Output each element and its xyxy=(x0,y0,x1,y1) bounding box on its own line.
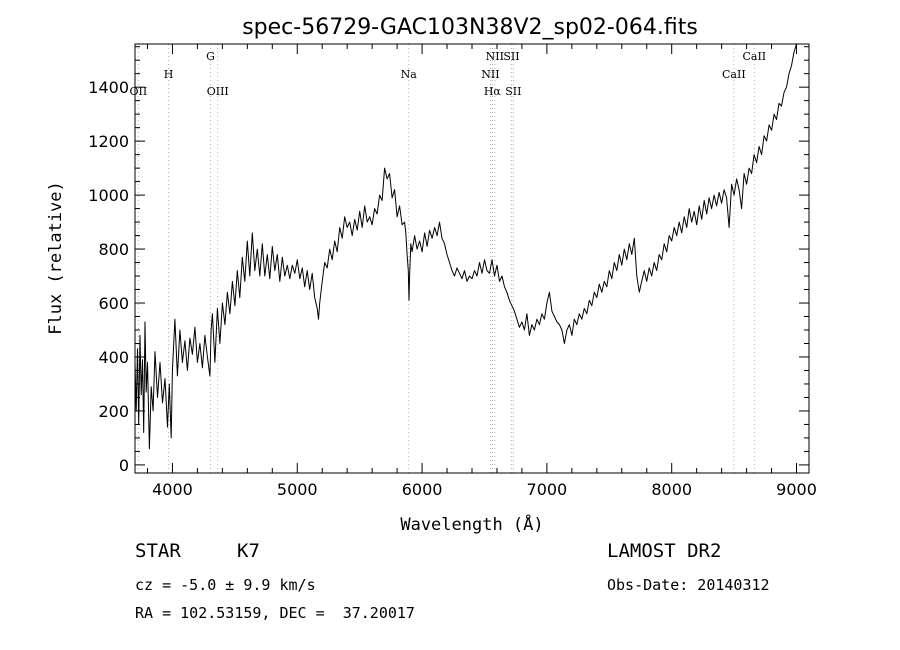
object-class-label: STAR xyxy=(135,540,181,562)
x-axis-ticks: 4000 5000 6000 7000 8000 9000 xyxy=(146,44,817,499)
observation-date: Obs-Date: 20140312 xyxy=(607,576,770,594)
y-tick-label: 1200 xyxy=(88,132,129,151)
y-tick-label: 1000 xyxy=(88,186,129,205)
marker-label: SII xyxy=(503,50,519,63)
redshift-velocity: cz = -5.0 ± 9.9 km/s xyxy=(135,576,316,594)
marker-label: CaII xyxy=(742,50,766,63)
x-tick-label: 7000 xyxy=(527,480,568,499)
marker-label: Hα xyxy=(484,85,502,98)
marker-label: NII xyxy=(481,68,499,81)
y-axis-label: Flux (relative) xyxy=(46,181,66,335)
marker-label: OIII xyxy=(207,85,229,98)
x-axis-label: Wavelength (Å) xyxy=(400,513,543,535)
y-axis-ticks: 0 200 400 600 800 1000 1200 1400 xyxy=(88,46,809,475)
marker-label: Na xyxy=(401,68,418,81)
marker-label: SII xyxy=(505,85,521,98)
sky-coordinates: RA = 102.53159, DEC = 37.20017 xyxy=(135,604,415,622)
y-tick-label: 400 xyxy=(98,348,129,367)
y-tick-label: 1400 xyxy=(88,78,129,97)
plot-frame xyxy=(134,43,810,474)
x-tick-label: 6000 xyxy=(402,480,443,499)
survey-label: LAMOST DR2 xyxy=(607,540,722,562)
marker-label: G xyxy=(206,50,215,63)
y-tick-label: 800 xyxy=(98,240,129,259)
chart-title: spec-56729-GAC103N38V2_sp02-064.fits xyxy=(242,15,698,40)
y-tick-label: 600 xyxy=(98,294,129,313)
marker-label: NII xyxy=(486,50,504,63)
x-tick-label: 9000 xyxy=(776,480,817,499)
marker-label: OII xyxy=(130,85,148,98)
x-tick-label: 4000 xyxy=(152,480,193,499)
x-tick-label: 8000 xyxy=(651,480,692,499)
spectrum-line xyxy=(134,43,797,450)
subclass-label: K7 xyxy=(237,540,260,562)
x-tick-label: 5000 xyxy=(277,480,318,499)
y-tick-label: 0 xyxy=(119,456,129,475)
marker-label: CaII xyxy=(722,68,746,81)
marker-label: H xyxy=(164,68,174,81)
y-tick-label: 200 xyxy=(98,402,129,421)
